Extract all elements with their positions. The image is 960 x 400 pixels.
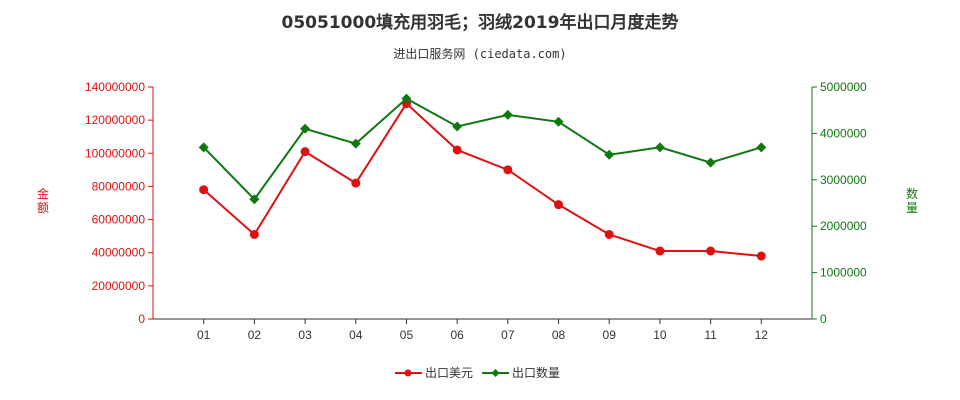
x-tick-label: 08: [552, 328, 566, 342]
right-tick-label: 2000000: [820, 219, 867, 233]
legend: 出口美元 出口数量: [395, 365, 560, 380]
data-point-amount: [249, 229, 259, 239]
legend-marker-quantity: [491, 369, 500, 377]
left-tick-label: 100000000: [85, 146, 145, 160]
left-tick-label: 20000000: [92, 279, 146, 293]
series-line-quantity: [202, 97, 762, 201]
data-point-quantity: [249, 194, 260, 205]
left-tick-label: 40000000: [92, 246, 146, 260]
legend-label-quantity: 出口数量: [512, 365, 560, 380]
right-tick-label: 1000000: [820, 266, 867, 280]
legend-label-amount: 出口美元: [425, 366, 473, 380]
left-axis-title: 金额: [37, 186, 49, 215]
series-group: [198, 93, 767, 261]
data-point-amount: [706, 246, 716, 256]
right-axis-title: 数量: [906, 186, 918, 215]
data-point-amount: [655, 246, 665, 256]
data-point-amount: [604, 229, 614, 239]
data-point-amount: [351, 178, 361, 188]
data-point-quantity: [705, 157, 716, 168]
series-line-amount: [203, 102, 762, 258]
data-point-quantity: [198, 142, 209, 153]
left-tick-label: 0: [138, 312, 145, 326]
data-point-amount: [452, 145, 462, 155]
x-tick-label: 06: [450, 328, 464, 342]
legend-marker-amount: [404, 369, 412, 377]
data-point-amount: [503, 165, 513, 175]
data-point-quantity: [452, 121, 463, 132]
x-tick-label: 07: [501, 328, 515, 342]
data-point-amount: [300, 147, 310, 157]
x-tick-label: 04: [349, 328, 363, 342]
data-point-amount: [554, 200, 564, 210]
right-tick-label: 3000000: [820, 173, 867, 187]
left-tick-label: 60000000: [92, 213, 146, 227]
x-tick-label: 12: [755, 328, 769, 342]
left-tick-label: 120000000: [85, 113, 145, 127]
data-point-amount: [199, 185, 209, 195]
data-point-quantity: [401, 93, 412, 104]
data-point-quantity: [553, 116, 564, 127]
data-point-quantity: [756, 142, 767, 153]
data-point-quantity: [300, 123, 311, 134]
chart-title: 05051000填充用羽毛；羽绒2019年出口月度走势: [281, 13, 679, 33]
right-tick-label: 5000000: [820, 80, 867, 94]
data-point-quantity: [604, 149, 615, 160]
data-point-quantity: [350, 138, 361, 149]
data-point-quantity: [654, 142, 665, 153]
left-tick-label: 80000000: [92, 179, 146, 193]
x-tick-label: 10: [653, 328, 667, 342]
right-tick-label: 0: [820, 312, 827, 326]
left-tick-label: 140000000: [85, 80, 145, 94]
data-point-amount: [756, 251, 766, 261]
data-point-quantity: [502, 109, 513, 120]
x-tick-label: 02: [248, 328, 262, 342]
x-tick-label: 11: [704, 328, 717, 342]
x-tick-label: 05: [400, 328, 414, 342]
right-tick-label: 4000000: [820, 126, 867, 140]
axes-group: 0200000004000000060000000800000001000000…: [37, 80, 918, 342]
x-tick-label: 01: [197, 328, 211, 342]
x-tick-label: 03: [298, 328, 312, 342]
x-tick-label: 09: [603, 328, 617, 342]
chart-subtitle: 进出口服务网 (ciedata.com): [393, 47, 567, 61]
